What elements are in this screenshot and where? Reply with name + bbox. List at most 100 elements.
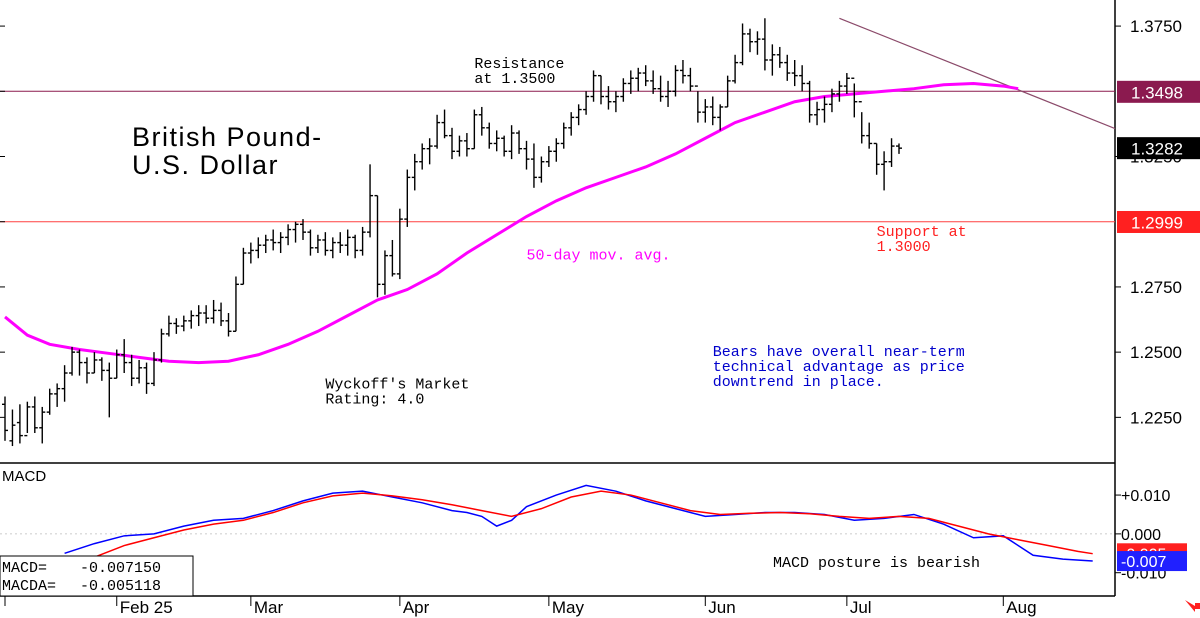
- ohlc-bar: [754, 31, 761, 55]
- ohlc-bar: [61, 365, 68, 402]
- annotation-text: Bears have overall near-term: [713, 344, 965, 361]
- macd-y-tick-label: +0.010: [1121, 488, 1170, 505]
- ohlc-bar: [501, 135, 508, 157]
- ohlc-bar: [337, 232, 344, 254]
- ohlc-bar: [225, 313, 232, 337]
- ohlc-bar: [434, 114, 441, 149]
- ohlc-bar: [612, 91, 619, 113]
- macd-readout-value: -0.007150: [80, 560, 161, 577]
- ohlc-bar: [69, 346, 76, 376]
- ohlc-bar: [493, 130, 500, 152]
- ohlc-bar: [54, 383, 61, 407]
- macd-series-macda: [64, 490, 1093, 574]
- downtrend-line: [839, 17, 1116, 130]
- y-tick-label: 1.2750: [1130, 278, 1182, 297]
- ohlc-bar: [665, 80, 672, 107]
- ohlc-bar: [76, 349, 83, 376]
- price-label-text: 1.2999: [1131, 213, 1183, 232]
- ohlc-bar: [881, 151, 888, 191]
- macd-readout-label: MACDA=: [2, 578, 56, 595]
- ohlc-bar: [463, 133, 470, 157]
- ohlc-bar: [419, 143, 426, 170]
- ohlc-bar: [627, 70, 634, 94]
- ohlc-bar: [128, 354, 135, 387]
- ohlc-bar: [702, 99, 709, 123]
- ohlc-bar: [203, 305, 210, 324]
- annotation-text: Support at: [877, 224, 967, 241]
- ohlc-bar: [314, 234, 321, 254]
- ohlc-bar: [240, 247, 247, 286]
- ohlc-bar: [195, 305, 202, 327]
- annotation-text: Rating: 4.0: [325, 392, 424, 409]
- ohlc-bar: [389, 239, 396, 277]
- ohlc-bar: [761, 18, 768, 71]
- ohlc-bar: [866, 122, 873, 149]
- ohlc-bar: [598, 74, 604, 105]
- x-tick-label: Jun: [708, 598, 735, 617]
- ohlc-bar: [605, 86, 612, 110]
- ohlc-bar: [747, 28, 753, 53]
- ohlc-bar: [344, 229, 351, 256]
- ohlc-bar: [83, 357, 90, 384]
- x-tick-label: May: [552, 598, 585, 617]
- macd-value-box: [1117, 551, 1187, 572]
- ohlc-bar: [828, 88, 835, 113]
- ohlc-bar: [24, 401, 31, 437]
- ohlc-bar: [165, 315, 172, 337]
- ohlc-bar: [776, 46, 783, 68]
- ohlc-bar: [359, 226, 366, 256]
- ohlc-bar: [538, 156, 545, 183]
- x-tick-label: Feb 25: [120, 598, 173, 617]
- ohlc-bar: [851, 77, 858, 118]
- price-label-text: 1.3498: [1131, 83, 1183, 102]
- ohlc-bar: [821, 96, 828, 123]
- macd-annotation: MACD posture is bearish: [773, 555, 980, 572]
- price-label-box: [1117, 137, 1200, 160]
- ohlc-bar: [799, 65, 806, 92]
- ohlc-bar: [516, 130, 523, 154]
- ohlc-bar: [739, 23, 746, 66]
- ohlc-bar: [679, 59, 686, 84]
- ohlc-bar: [583, 91, 590, 115]
- ohlc-bars: [2, 18, 902, 447]
- annotation-text: 1.3000: [877, 239, 931, 256]
- ohlc-bar: [873, 142, 880, 175]
- ohlc-bar: [307, 229, 314, 256]
- chart-title: British Pound-: [132, 122, 323, 152]
- ohlc-bar: [292, 221, 299, 243]
- ohlc-bar: [709, 96, 716, 126]
- ohlc-bar: [322, 232, 329, 256]
- ohlc-bar: [329, 237, 336, 259]
- ohlc-bar: [218, 302, 225, 327]
- ohlc-bar: [642, 65, 649, 87]
- ohlc-bar: [113, 349, 120, 379]
- ohlc-bar: [255, 237, 262, 259]
- ohlc-bar: [173, 318, 180, 334]
- ohlc-bar: [888, 138, 895, 167]
- ohlc-bar: [694, 85, 701, 123]
- ohlc-bar: [270, 229, 277, 251]
- ohlc-bar: [769, 44, 776, 76]
- ohlc-bar: [180, 315, 187, 332]
- macd-readout-label: MACD=: [2, 560, 47, 577]
- ohlc-bar: [478, 106, 485, 136]
- ohlc-bar: [575, 104, 582, 126]
- ohlc-bar: [143, 362, 150, 394]
- ohlc-bar: [46, 388, 53, 415]
- macd-readout-value: -0.005118: [80, 578, 161, 595]
- ohlc-bar: [16, 404, 23, 444]
- ohlc-bar: [367, 164, 374, 238]
- annotation-text: Resistance: [474, 56, 564, 73]
- ohlc-bar: [262, 234, 269, 254]
- ohlc-bar: [374, 194, 381, 298]
- moving-average-line: [4, 81, 1019, 365]
- ohlc-bar: [732, 54, 739, 84]
- ohlc-bar: [188, 310, 195, 329]
- ohlc-bar: [717, 104, 724, 131]
- ohlc-bar: [121, 339, 128, 374]
- x-tick-label: Apr: [403, 598, 430, 617]
- ohlc-bar: [411, 153, 418, 191]
- x-tick-label: Mar: [254, 598, 284, 617]
- ohlc-bar: [300, 219, 306, 240]
- ohlc-bar: [568, 112, 575, 136]
